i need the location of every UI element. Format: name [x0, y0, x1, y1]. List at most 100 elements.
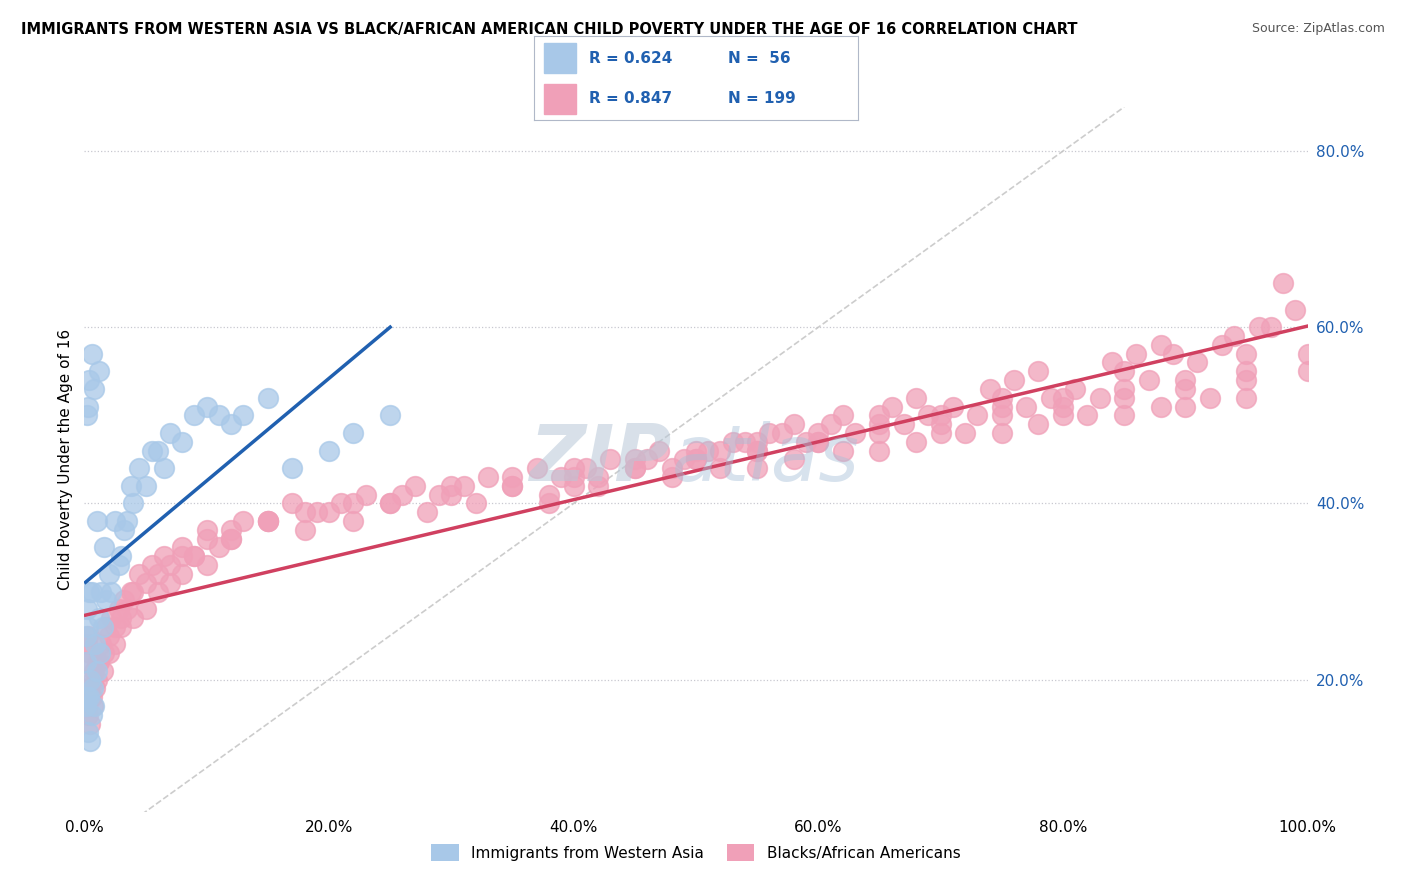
Point	[77, 373, 100, 387]
Point	[281, 461, 304, 475]
Point	[648, 443, 671, 458]
Point	[84, 681, 107, 696]
Point	[502, 479, 524, 493]
Point	[1015, 400, 1038, 414]
Point	[1223, 329, 1246, 343]
Point	[942, 400, 965, 414]
Point	[844, 425, 866, 440]
Legend: Immigrants from Western Asia, Blacks/African Americans: Immigrants from Western Asia, Blacks/Afr…	[426, 838, 966, 868]
Text: N = 199: N = 199	[728, 91, 796, 106]
Point	[1052, 409, 1074, 423]
Point	[685, 452, 707, 467]
Point	[93, 541, 115, 555]
Point	[354, 487, 377, 501]
Point	[917, 409, 939, 423]
Point	[219, 523, 242, 537]
Point	[172, 434, 194, 449]
Point	[97, 646, 120, 660]
Point	[747, 443, 769, 458]
Point	[624, 452, 647, 467]
Point	[586, 470, 609, 484]
Point	[77, 628, 100, 642]
Point	[100, 611, 122, 625]
Point	[219, 532, 242, 546]
Point	[90, 637, 112, 651]
Point	[281, 496, 304, 510]
Point	[75, 628, 97, 642]
Point	[1236, 346, 1258, 360]
Point	[172, 549, 194, 564]
Point	[80, 707, 103, 722]
Point	[79, 716, 101, 731]
Point	[440, 487, 463, 501]
Point	[734, 434, 756, 449]
Point	[1236, 373, 1258, 387]
Point	[89, 646, 111, 660]
Y-axis label: Child Poverty Under the Age of 16: Child Poverty Under the Age of 16	[58, 329, 73, 590]
Point	[90, 584, 112, 599]
Point	[79, 690, 101, 705]
Point	[195, 532, 218, 546]
Point	[110, 549, 132, 564]
Point	[257, 514, 280, 528]
Point	[538, 496, 561, 510]
Point	[416, 505, 439, 519]
Point	[1236, 364, 1258, 378]
Point	[84, 637, 107, 651]
Point	[120, 584, 142, 599]
Point	[77, 690, 100, 705]
Text: N =  56: N = 56	[728, 51, 792, 66]
Point	[183, 549, 205, 564]
Text: IMMIGRANTS FROM WESTERN ASIA VS BLACK/AFRICAN AMERICAN CHILD POVERTY UNDER THE A: IMMIGRANTS FROM WESTERN ASIA VS BLACK/AF…	[21, 22, 1077, 37]
Point	[391, 487, 413, 501]
Point	[318, 443, 340, 458]
Point	[1101, 355, 1123, 369]
Point	[880, 400, 903, 414]
Point	[153, 461, 176, 475]
Point	[905, 434, 928, 449]
Point	[1211, 338, 1233, 352]
Point	[76, 690, 98, 705]
Point	[991, 409, 1014, 423]
Point	[599, 452, 621, 467]
Point	[1088, 391, 1111, 405]
Point	[562, 470, 585, 484]
Point	[76, 699, 98, 714]
Point	[758, 425, 780, 440]
Point	[135, 575, 157, 590]
Point	[1198, 391, 1220, 405]
Point	[318, 505, 340, 519]
Point	[120, 479, 142, 493]
Point	[586, 479, 609, 493]
Point	[115, 514, 138, 528]
Point	[96, 593, 118, 607]
Text: R = 0.624: R = 0.624	[589, 51, 672, 66]
Point	[783, 452, 806, 467]
Point	[82, 699, 104, 714]
Point	[112, 523, 135, 537]
Point	[76, 637, 98, 651]
Point	[783, 417, 806, 431]
Point	[87, 364, 110, 378]
Point	[76, 409, 98, 423]
Point	[464, 496, 486, 510]
Point	[624, 461, 647, 475]
Point	[538, 487, 561, 501]
Point	[77, 707, 100, 722]
Point	[1114, 364, 1136, 378]
Point	[77, 400, 100, 414]
Point	[1260, 320, 1282, 334]
Point	[87, 655, 110, 669]
Point	[477, 470, 499, 484]
Point	[208, 409, 231, 423]
Point	[110, 611, 132, 625]
Point	[1114, 409, 1136, 423]
Point	[709, 443, 731, 458]
Text: atlas: atlas	[672, 421, 859, 498]
Point	[82, 673, 104, 687]
Point	[104, 514, 127, 528]
Point	[562, 461, 585, 475]
Point	[1174, 382, 1197, 396]
Point	[75, 690, 97, 705]
Point	[80, 690, 103, 705]
